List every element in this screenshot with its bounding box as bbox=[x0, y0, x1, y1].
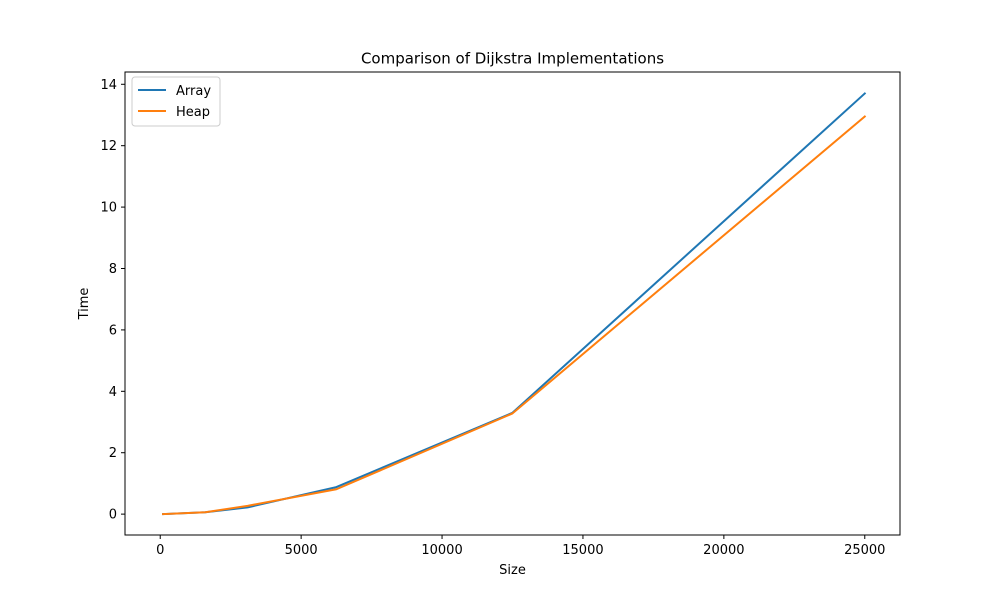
x-tick-label: 25000 bbox=[844, 543, 885, 558]
y-tick-label: 6 bbox=[109, 323, 117, 338]
legend-label-heap: Heap bbox=[176, 105, 210, 120]
y-tick-label: 4 bbox=[109, 385, 117, 400]
series-line-heap bbox=[162, 115, 867, 516]
y-tick-label: 14 bbox=[100, 78, 117, 93]
legend: Array Heap bbox=[131, 76, 221, 127]
y-tick-label: 12 bbox=[100, 139, 117, 154]
y-tick-label: 10 bbox=[100, 201, 117, 216]
y-axis: 0 2 4 6 8 10 12 14 bbox=[100, 78, 125, 523]
legend-label-array: Array bbox=[176, 84, 211, 99]
series-layer bbox=[162, 92, 867, 516]
x-tick-label: 0 bbox=[156, 543, 164, 558]
y-tick-label: 0 bbox=[109, 508, 117, 523]
y-axis-label: Time bbox=[77, 288, 92, 321]
x-tick-label: 5000 bbox=[285, 543, 318, 558]
x-axis-label: Size bbox=[499, 563, 526, 578]
x-tick-label: 10000 bbox=[421, 543, 462, 558]
x-tick-label: 20000 bbox=[703, 543, 744, 558]
x-axis: 0 5000 10000 15000 20000 25000 bbox=[156, 535, 885, 558]
y-tick-label: 2 bbox=[109, 446, 117, 461]
plot-area bbox=[124, 71, 901, 536]
plot-frame bbox=[124, 71, 901, 536]
chart-title: Comparison of Dijkstra Implementations bbox=[361, 50, 664, 68]
x-tick-label: 15000 bbox=[562, 543, 603, 558]
y-tick-label: 8 bbox=[109, 262, 117, 277]
